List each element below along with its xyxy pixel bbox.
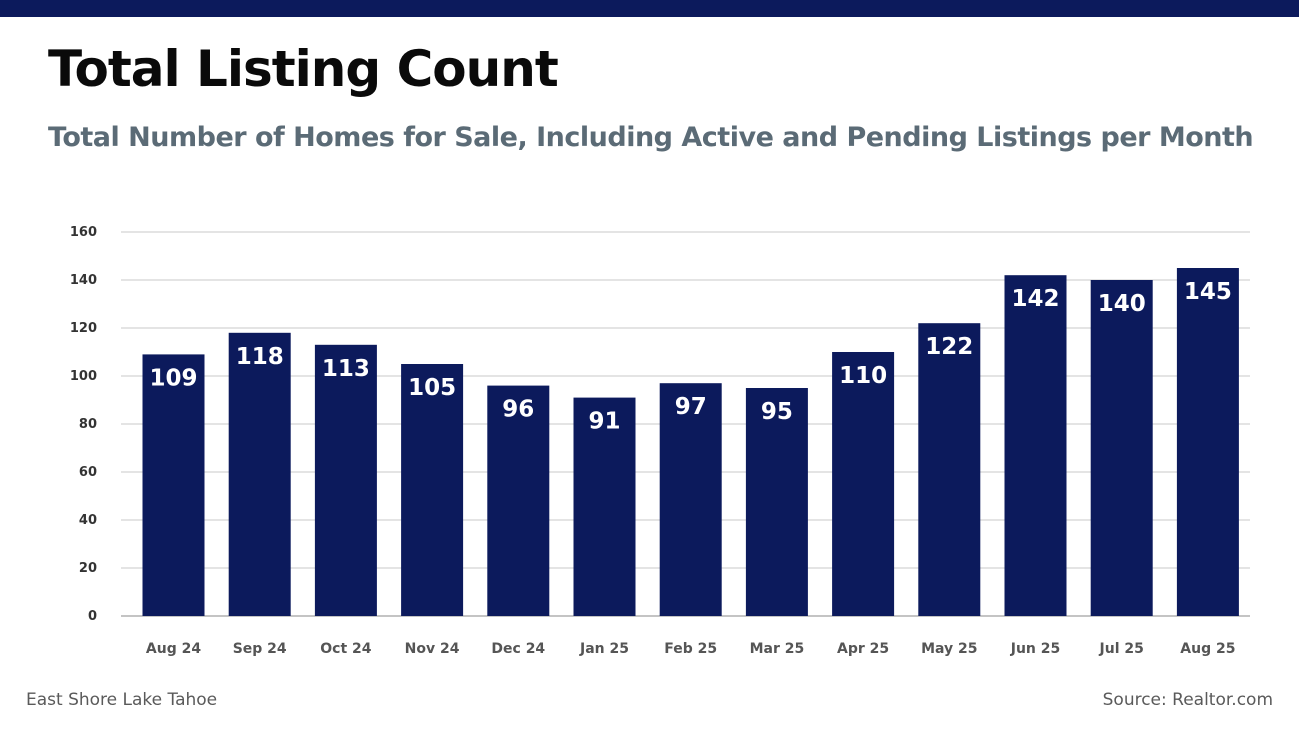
bar — [832, 352, 895, 616]
bar-value-label: 96 — [502, 397, 534, 423]
x-tick-label: Oct 24 — [320, 641, 372, 657]
bar — [659, 383, 722, 616]
bar-value-label: 109 — [149, 365, 197, 391]
x-tick-label: Jun 25 — [1010, 641, 1061, 657]
bar — [487, 385, 550, 616]
x-tick-label: Nov 24 — [405, 641, 460, 657]
bar — [918, 323, 981, 616]
footer-source-label: Source: Realtor.com — [1102, 690, 1273, 710]
y-tick-label: 160 — [70, 225, 97, 240]
x-tick-label: Mar 25 — [750, 641, 805, 657]
bar — [745, 388, 808, 616]
bar-value-label: 140 — [1098, 291, 1146, 317]
bar — [401, 364, 464, 616]
x-tick-label: Dec 24 — [491, 641, 545, 657]
bar — [1176, 268, 1239, 616]
bar-value-label: 142 — [1011, 286, 1059, 312]
page-title: Total Listing Count — [48, 40, 559, 98]
x-tick-label: Aug 25 — [1180, 641, 1235, 657]
x-tick-label: Aug 24 — [146, 641, 201, 657]
bar-value-label: 122 — [925, 334, 973, 360]
bar-value-label: 113 — [322, 356, 370, 382]
bar — [142, 354, 205, 616]
x-tick-label: Jul 25 — [1099, 641, 1144, 657]
bar-value-label: 118 — [236, 344, 284, 370]
x-tick-label: May 25 — [921, 641, 977, 657]
top-accent-bar — [0, 0, 1299, 17]
bar — [1090, 280, 1153, 616]
x-tick-label: Apr 25 — [837, 641, 889, 657]
footer-region-label: East Shore Lake Tahoe — [26, 690, 218, 710]
x-tick-label: Jan 25 — [579, 641, 629, 657]
y-tick-label: 80 — [79, 417, 97, 432]
y-tick-label: 100 — [70, 369, 97, 384]
y-tick-label: 20 — [79, 561, 97, 576]
y-tick-label: 40 — [79, 513, 97, 528]
bar-value-label: 97 — [675, 394, 707, 420]
y-tick-label: 0 — [88, 609, 97, 624]
bar — [573, 397, 636, 616]
bar-value-label: 110 — [839, 363, 887, 389]
bar-value-label: 95 — [761, 399, 793, 425]
y-tick-label: 140 — [70, 273, 97, 288]
bar-value-label: 105 — [408, 375, 456, 401]
bar — [228, 332, 291, 616]
page-subtitle: Total Number of Homes for Sale, Includin… — [48, 122, 1254, 153]
bar-value-label: 145 — [1184, 279, 1232, 305]
x-tick-label: Sep 24 — [233, 641, 287, 657]
bar-value-label: 91 — [588, 409, 620, 435]
y-tick-label: 60 — [79, 465, 97, 480]
bar — [314, 344, 377, 616]
x-tick-label: Feb 25 — [664, 641, 717, 657]
y-tick-label: 120 — [70, 321, 97, 336]
bar-chart: 0 20 40 60 80 100 120 140 160 109 Aug 24 118 Sep 24 1… — [70, 225, 1250, 657]
bar — [1004, 275, 1067, 616]
